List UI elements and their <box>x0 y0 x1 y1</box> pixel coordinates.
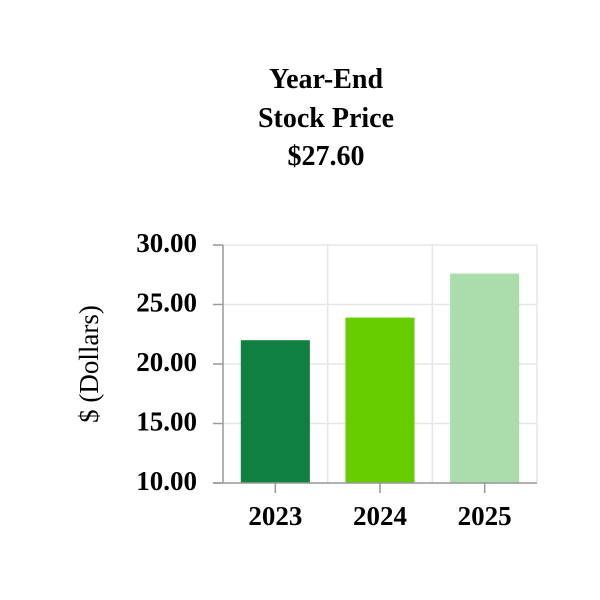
x-tick-label: 2023 <box>248 501 302 531</box>
bar <box>240 340 310 483</box>
y-tick-label: 10.00 <box>136 466 197 496</box>
chart-title: Year-End Stock Price <box>257 64 395 134</box>
chart-subtitle: $27.60 <box>287 141 365 172</box>
bar <box>450 273 520 483</box>
y-tick-label: 15.00 <box>136 407 197 437</box>
y-tick-label: 25.00 <box>136 288 197 318</box>
y-axis-label: $ (Dollars) <box>74 305 104 423</box>
y-tick-label: 30.00 <box>136 228 197 258</box>
bar <box>345 317 415 483</box>
y-tick-label: 20.00 <box>136 347 197 377</box>
x-tick-label: 2025 <box>458 501 512 531</box>
x-tick-label: 2024 <box>353 501 407 531</box>
